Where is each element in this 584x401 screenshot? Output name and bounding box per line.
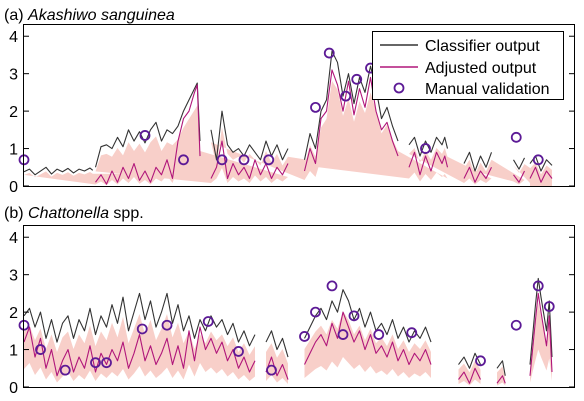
manual-validation-point-b-2	[59, 364, 71, 376]
uncertainty-band-b-2	[304, 311, 431, 379]
adjusted-line-a-2	[303, 69, 399, 172]
plot-a-y-axis: 0 1 2 3 4	[9, 29, 574, 196]
y-tick-label-b-1: 1	[9, 343, 18, 360]
uncertainty-band-a-1	[95, 105, 288, 184]
manual-validation-point-a-8	[340, 90, 352, 102]
panel-b-species-suffix: spp.	[113, 205, 143, 222]
manual-validation-point-b-12	[326, 280, 338, 292]
adjusted-line-a-3	[408, 151, 449, 176]
panel-b: (b) Chattonella spp. 0 1 2 3 4	[4, 205, 575, 397]
manual-validation-point-b-15	[373, 329, 385, 340]
uncertainty-band-a-5	[464, 159, 525, 185]
manual-validation-point-a-1	[139, 130, 151, 141]
adjusted-line-a-6	[529, 166, 553, 183]
classifier-line-a-1	[94, 82, 201, 168]
manual-validation-point-b-9	[266, 364, 277, 376]
uncertainty-band-b-0	[24, 313, 255, 383]
uncertainty-band-b-5	[530, 302, 552, 383]
manual-validation-point-a-2	[178, 154, 189, 166]
adjusted-line-b-3	[458, 367, 481, 384]
uncertainty-band-a-3	[304, 80, 448, 182]
plot-a-frame	[23, 24, 575, 187]
legend-classifier-label: Classifier output	[425, 38, 540, 55]
manual-validation-point-b-19	[532, 280, 544, 292]
classifier-line-a-0	[23, 166, 94, 176]
manual-validation-point-b-10	[299, 331, 310, 342]
classifier-line-a-4	[408, 136, 449, 157]
y-tick-label-b-0: 0	[9, 380, 18, 397]
manual-validation-point-b-7	[202, 316, 214, 327]
panel-a: (a) Akashiwo sanguinea 0 1 2 3 4 Classifier …	[4, 7, 575, 196]
panel-a-title: (a) Akashiwo sanguinea	[4, 7, 175, 24]
manual-validation-point-b-6	[161, 319, 173, 331]
panel-a-species: Akashiwo sanguinea	[27, 7, 175, 24]
legend-manual-label: Manual validation	[425, 81, 550, 98]
classifier-line-b-1	[265, 330, 289, 358]
y-tick-label-a-3: 3	[9, 67, 18, 84]
classifier-line-b-5	[529, 277, 553, 365]
panel-a-label: (a)	[4, 7, 24, 24]
manual-validation-point-a-6	[310, 101, 321, 113]
y-tick-label-a-2: 2	[9, 104, 18, 121]
manual-validation-point-b-8	[233, 346, 244, 357]
manual-validation-point-a-4	[238, 154, 250, 166]
y-tick-label-b-4: 4	[9, 230, 18, 247]
classifier-line-a-6	[513, 157, 525, 170]
manual-validation-point-b-17	[475, 355, 486, 367]
adjusted-line-a-5	[513, 170, 525, 183]
adjusted-line-a-1	[210, 140, 289, 180]
y-tick-label-b-2: 2	[9, 305, 18, 322]
uncertainty-band-a-4	[409, 148, 492, 185]
plot-b-y-axis: 0 1 2 3 4	[9, 230, 574, 397]
legend-manual-swatch	[393, 82, 405, 94]
panel-b-title: (b) Chattonella spp.	[4, 205, 144, 222]
legend: Classifier output Adjusted output Manual…	[372, 31, 564, 100]
manual-validation-point-a-3	[216, 154, 228, 166]
uncertainty-band-b-3	[458, 360, 481, 386]
y-tick-label-a-0: 0	[9, 179, 18, 196]
legend-adjusted-label: Adjusted output	[425, 60, 537, 77]
classifier-line-b-0	[23, 292, 256, 347]
classifier-line-a-2	[210, 110, 289, 161]
manual-validation-point-b-13	[337, 329, 349, 340]
manual-validation-point-b-14	[348, 310, 360, 322]
y-tick-label-b-3: 3	[9, 268, 18, 285]
plot-b-frame	[23, 225, 575, 388]
manual-validation-point-a-12	[510, 131, 522, 143]
adjusted-line-b-0	[23, 326, 256, 377]
manual-validation-point-b-5	[136, 323, 148, 335]
panel-b-species: Chattonella	[28, 205, 109, 222]
classifier-line-b-2	[304, 289, 432, 343]
manual-validation-point-b-18	[510, 319, 522, 331]
adjusted-line-b-1	[265, 356, 289, 380]
classifier-line-a-5	[463, 151, 493, 172]
panel-b-label: (b)	[4, 205, 24, 222]
manual-validation-point-a-13	[532, 154, 544, 166]
plot-a	[18, 47, 553, 186]
adjusted-line-b-4	[496, 375, 506, 384]
y-tick-label-a-4: 4	[9, 29, 18, 46]
adjusted-line-b-2	[304, 311, 432, 366]
manual-validation-point-a-5	[263, 154, 275, 166]
plot-b	[18, 277, 555, 386]
manual-validation-point-a-7	[323, 47, 335, 59]
adjusted-line-a-0	[95, 84, 201, 185]
manual-validation-point-b-4	[101, 357, 112, 369]
adjusted-line-b-5	[529, 292, 553, 376]
classifier-line-a-3	[303, 50, 399, 160]
manual-validation-point-b-16	[406, 327, 418, 339]
manual-validation-point-a-9	[351, 73, 363, 85]
adjusted-line-a-4	[463, 166, 492, 183]
classifier-line-b-4	[496, 360, 506, 376]
y-tick-label-a-1: 1	[9, 142, 18, 159]
manual-validation-point-b-20	[543, 301, 555, 312]
manual-validation-point-a-11	[420, 143, 431, 154]
manual-validation-point-b-1	[35, 344, 46, 355]
manual-validation-point-b-3	[90, 357, 101, 369]
manual-validation-point-b-11	[310, 306, 321, 318]
